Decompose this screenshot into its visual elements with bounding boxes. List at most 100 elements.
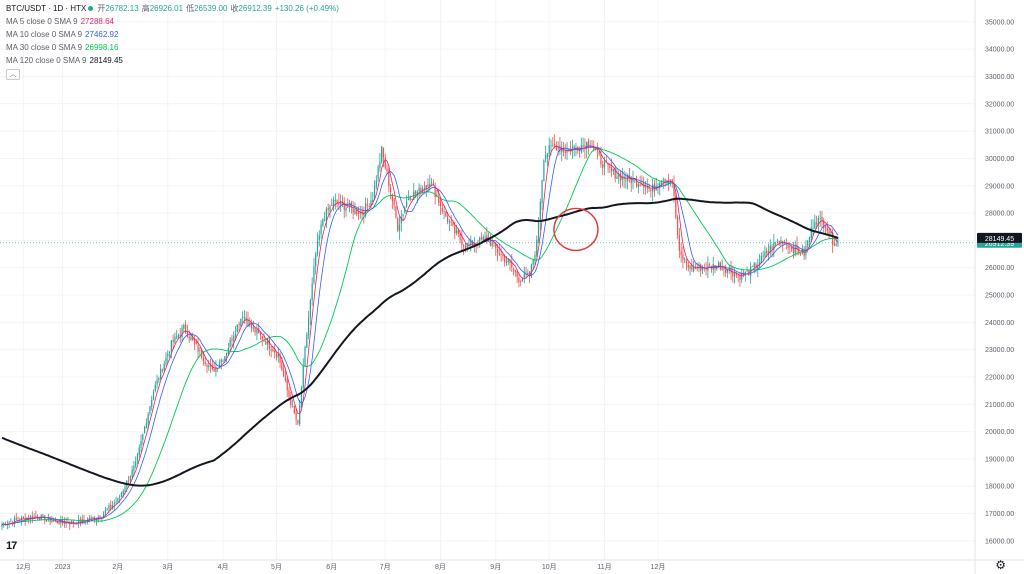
candle — [160, 364, 162, 380]
x-tick-label: 9月 — [490, 563, 501, 571]
candle — [10, 517, 12, 523]
candle — [295, 408, 297, 425]
candle — [448, 219, 451, 231]
indicator-ma5[interactable]: MA 5 close 0 SMA 9 27288.64 — [6, 17, 114, 26]
candle — [758, 254, 761, 269]
indicator-ma30[interactable]: MA 30 close 0 SMA 9 26998.16 — [6, 43, 119, 52]
x-tick-label: 12月 — [651, 563, 666, 571]
candle — [270, 345, 272, 358]
candle — [527, 269, 529, 275]
candle — [539, 198, 541, 231]
candle — [612, 168, 615, 176]
candle — [4, 521, 7, 526]
candle — [373, 180, 376, 201]
candle — [265, 339, 267, 345]
candle — [792, 241, 795, 259]
candle — [819, 210, 821, 227]
candle — [400, 210, 402, 232]
candle — [445, 210, 447, 217]
candle — [104, 506, 107, 516]
candle — [161, 368, 164, 374]
y-tick-label: 21000.00 — [985, 402, 1014, 409]
ma10-line — [1, 146, 839, 525]
time-axis[interactable]: 12月 2023 2月 3月 4月 5月 6月 7月 8月 9月 10月 11月 12月 — [0, 559, 1024, 571]
candle — [586, 141, 588, 159]
tradingview-logo: 17 — [6, 540, 17, 552]
x-tick-label: 2月 — [112, 563, 123, 571]
y-tick-label: 20000.00 — [985, 429, 1014, 436]
candle — [391, 193, 393, 210]
candle — [29, 514, 32, 524]
candle — [152, 389, 155, 401]
candle — [8, 520, 10, 529]
candle — [500, 247, 502, 263]
candle — [680, 242, 682, 263]
candle — [113, 499, 115, 510]
indicator-ma10[interactable]: MA 10 close 0 SMA 9 27462.92 — [6, 30, 119, 39]
candle — [587, 138, 590, 155]
candle — [302, 358, 304, 391]
y-tick-label: 22000.00 — [985, 374, 1014, 381]
candle — [320, 220, 322, 239]
chart-grid — [0, 0, 975, 560]
candle — [480, 232, 483, 241]
candle — [149, 405, 151, 416]
candle — [721, 259, 723, 271]
candle — [140, 434, 142, 453]
y-tick-label: 19000.00 — [985, 456, 1014, 463]
candle — [318, 230, 320, 247]
candle — [24, 513, 26, 526]
candle — [814, 214, 816, 230]
indicator-ma120[interactable]: MA 120 close 0 SMA 9 28149.45 — [6, 56, 123, 65]
candle — [548, 137, 550, 158]
candle — [512, 267, 515, 276]
candle — [826, 221, 828, 236]
ma120-line — [1, 197, 839, 487]
candle — [176, 329, 178, 340]
candle — [741, 268, 743, 284]
symbol-title[interactable]: BTC/USDT · 1D · HTX — [6, 4, 87, 13]
x-tick-label: 7月 — [380, 563, 391, 571]
candle — [218, 359, 221, 369]
candle — [429, 174, 431, 191]
candle — [389, 184, 392, 200]
candle — [313, 258, 315, 285]
candle — [824, 224, 827, 234]
candle — [368, 203, 370, 208]
candle — [174, 332, 176, 345]
candle — [541, 179, 543, 210]
x-tick-label: 8月 — [435, 563, 446, 571]
chart-series — [0, 134, 975, 531]
candle — [309, 298, 311, 326]
candle — [778, 240, 780, 246]
y-tick-label: 29000.00 — [985, 183, 1014, 190]
candle — [632, 170, 634, 190]
candle — [546, 152, 549, 167]
svg-text:28149.45: 28149.45 — [985, 236, 1014, 243]
candle — [489, 234, 492, 247]
chevron-up-icon[interactable]: ︿ — [6, 69, 20, 80]
candle — [168, 351, 171, 359]
candle — [559, 137, 561, 155]
gear-icon[interactable]: ⚙ — [995, 558, 1006, 572]
candle — [258, 322, 260, 334]
candle — [254, 327, 256, 336]
y-tick-label: 35000.00 — [985, 19, 1014, 26]
candle — [491, 238, 493, 249]
candle — [397, 216, 399, 233]
candle — [197, 338, 199, 359]
candle — [582, 137, 584, 153]
candle — [767, 243, 770, 261]
candle — [204, 356, 206, 367]
candle — [659, 180, 661, 196]
candle — [324, 211, 326, 222]
y-tick-label: 24000.00 — [985, 320, 1014, 327]
candle — [213, 361, 215, 372]
candle — [111, 501, 114, 510]
candle — [379, 152, 381, 172]
price-axis[interactable]: 16000.00 17000.00 18000.00 19000.00 20000.00… — [974, 0, 1022, 574]
candle — [596, 142, 598, 160]
candle — [637, 181, 639, 194]
candle — [154, 381, 156, 393]
